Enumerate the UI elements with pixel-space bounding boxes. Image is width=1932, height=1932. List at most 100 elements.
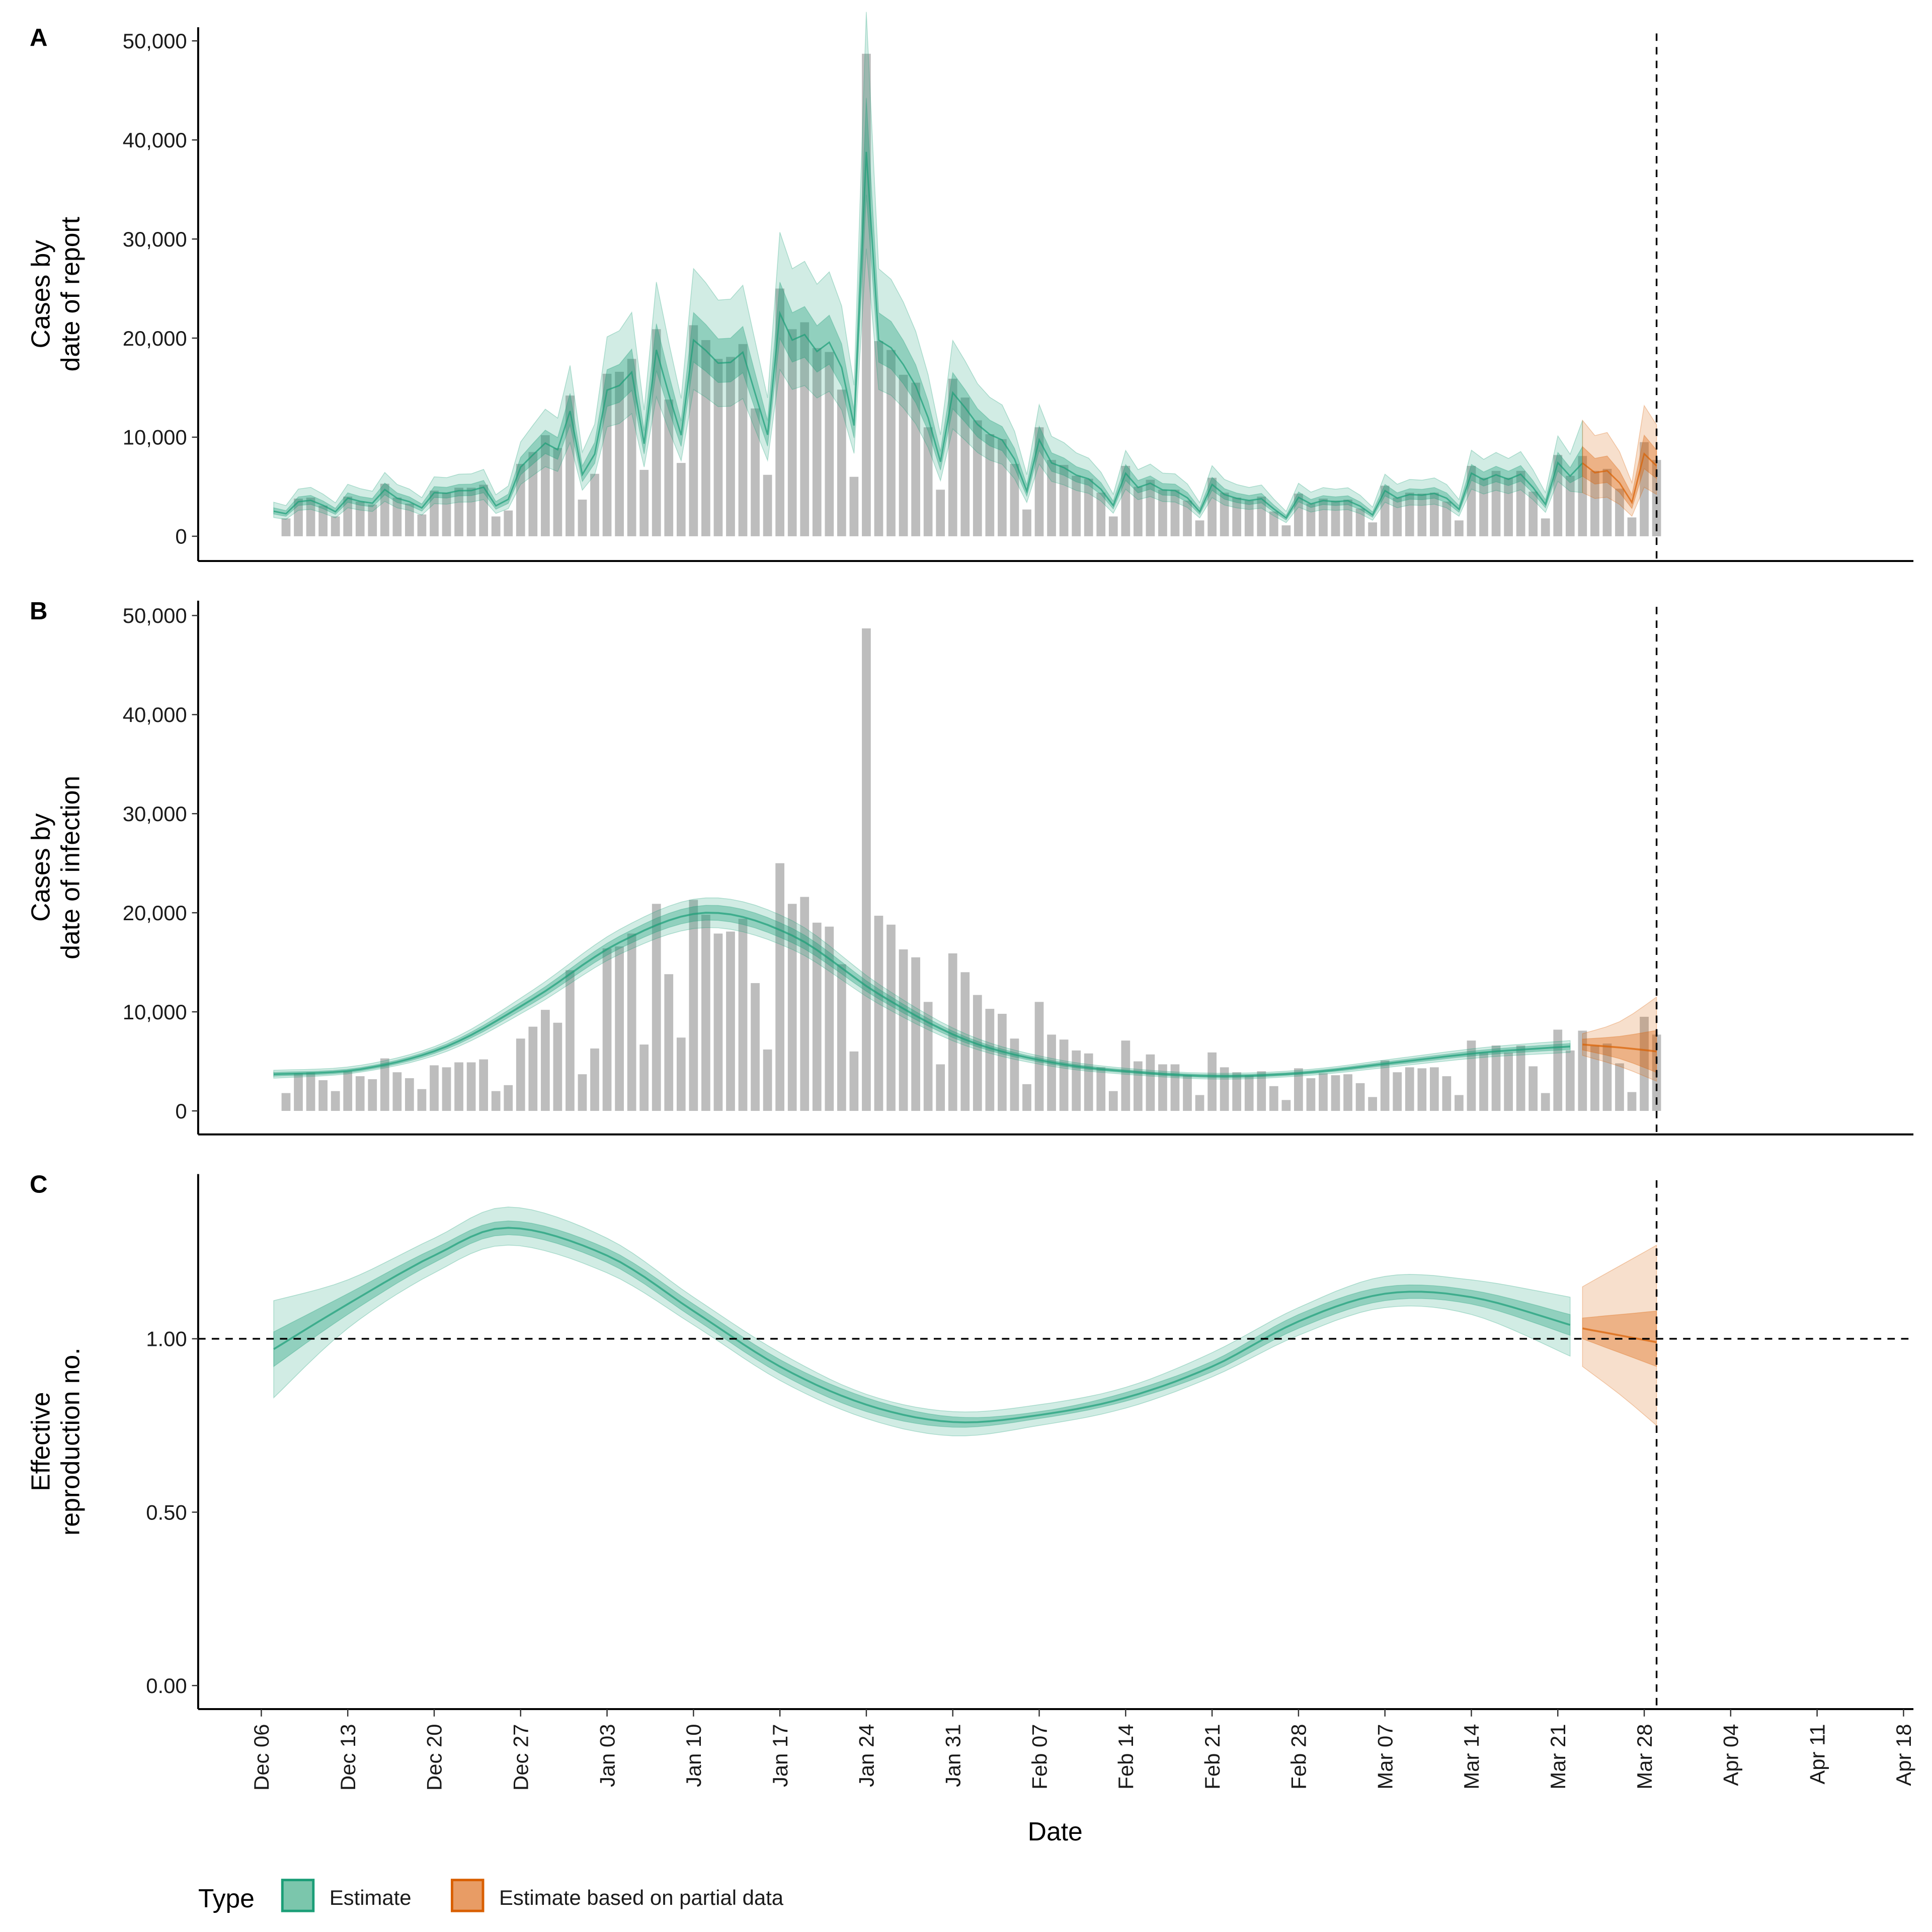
panel-label: C <box>30 1170 48 1198</box>
bar <box>1442 1076 1452 1111</box>
bar <box>516 464 525 536</box>
bar <box>1108 1091 1118 1111</box>
bar <box>430 1065 439 1111</box>
x-tick-label: Feb 07 <box>1027 1724 1051 1789</box>
y-axis-title: Cases bydate of infection <box>26 776 85 959</box>
bar <box>825 352 834 536</box>
bar <box>1034 427 1044 536</box>
bar <box>1393 498 1402 536</box>
x-tick-label: Jan 03 <box>595 1724 619 1787</box>
bar <box>331 516 340 536</box>
bar <box>689 325 698 536</box>
bar <box>1380 1060 1390 1111</box>
y-tick-label: 50,000 <box>123 604 187 627</box>
bar <box>874 916 883 1111</box>
bar <box>1010 1038 1019 1111</box>
bar <box>1294 494 1303 536</box>
bar <box>1220 1067 1229 1111</box>
ci-90-band <box>1582 996 1657 1082</box>
bar <box>1455 1095 1464 1111</box>
bar <box>676 463 686 536</box>
ci-90-band <box>1582 405 1657 517</box>
bar <box>689 900 698 1111</box>
legend-swatch-partial <box>451 1879 485 1912</box>
bar <box>1096 493 1106 536</box>
bar <box>442 1067 451 1111</box>
y-tick-label: 30,000 <box>123 802 187 826</box>
bar <box>430 491 439 536</box>
panel-label: B <box>30 597 48 625</box>
bar <box>948 378 957 536</box>
bar <box>960 972 970 1111</box>
bar <box>1319 499 1328 536</box>
ci-50-band <box>273 905 1571 1078</box>
bar <box>1183 1075 1192 1111</box>
bar <box>566 970 575 1111</box>
bar <box>602 373 612 536</box>
x-tick-label: Feb 28 <box>1287 1724 1311 1789</box>
panel-label: A <box>30 24 48 51</box>
bar <box>306 1072 315 1111</box>
bar <box>652 329 661 536</box>
bar <box>1528 492 1538 536</box>
x-axis-title: Date <box>1028 1817 1083 1846</box>
y-tick-label: 20,000 <box>123 901 187 925</box>
bar <box>775 863 784 1111</box>
bar <box>1429 1067 1439 1111</box>
bar <box>355 501 365 536</box>
bar <box>1417 1068 1427 1111</box>
bar <box>1022 509 1031 536</box>
y-tick-label: 40,000 <box>123 703 187 727</box>
bar <box>1232 498 1242 536</box>
y-tick-label: 0 <box>175 525 187 548</box>
bar <box>1590 1045 1599 1111</box>
x-tick-label: Feb 21 <box>1200 1724 1224 1789</box>
bar <box>923 427 933 536</box>
x-tick-label: Mar 07 <box>1373 1724 1397 1789</box>
bar <box>751 408 760 536</box>
bar <box>1343 1074 1352 1111</box>
bar <box>1442 501 1452 536</box>
bar <box>1022 1084 1031 1111</box>
x-tick-label: Dec 20 <box>423 1724 446 1791</box>
legend-label-estimate: Estimate <box>330 1886 412 1909</box>
bar <box>553 1022 562 1111</box>
bar <box>1553 1029 1563 1111</box>
median-line <box>1582 1043 1657 1053</box>
x-tick-label: Mar 14 <box>1460 1724 1483 1789</box>
bar <box>1627 517 1637 536</box>
y-axis-title-line: Cases by <box>26 813 55 922</box>
bar <box>923 1002 933 1111</box>
x-tick-label: Apr 04 <box>1719 1724 1743 1786</box>
bar <box>1528 1066 1538 1111</box>
y-tick-label: 20,000 <box>123 327 187 350</box>
bar <box>1343 499 1352 536</box>
bar <box>887 924 896 1111</box>
bar <box>318 1080 328 1111</box>
ci-90-band <box>273 12 1583 523</box>
bar <box>763 474 772 536</box>
ci-50-band <box>1582 434 1657 510</box>
bar <box>1368 522 1377 536</box>
bar <box>738 918 748 1111</box>
bar <box>1578 1030 1587 1111</box>
bar <box>973 995 982 1111</box>
bar <box>1084 1053 1093 1111</box>
bar <box>1504 477 1513 536</box>
bar <box>948 953 957 1111</box>
bar <box>960 397 970 536</box>
bar <box>380 1058 389 1111</box>
panel-a: 0 10,000 20,000 30,000 40,000 50,000 Cases byd… <box>26 12 1914 562</box>
bar <box>627 359 636 536</box>
bar <box>775 288 784 536</box>
bar <box>664 974 674 1111</box>
bar <box>355 1076 365 1111</box>
bar <box>380 484 389 536</box>
y-tick-label: 40,000 <box>123 128 187 152</box>
bar <box>701 915 710 1111</box>
bar <box>1615 489 1624 536</box>
panel-b: 0 10,000 20,000 30,000 40,000 50,000 Cases byd… <box>26 597 1914 1136</box>
bar <box>1059 1039 1069 1111</box>
bar <box>1108 516 1118 536</box>
y-tick-label: 0.50 <box>146 1500 187 1524</box>
